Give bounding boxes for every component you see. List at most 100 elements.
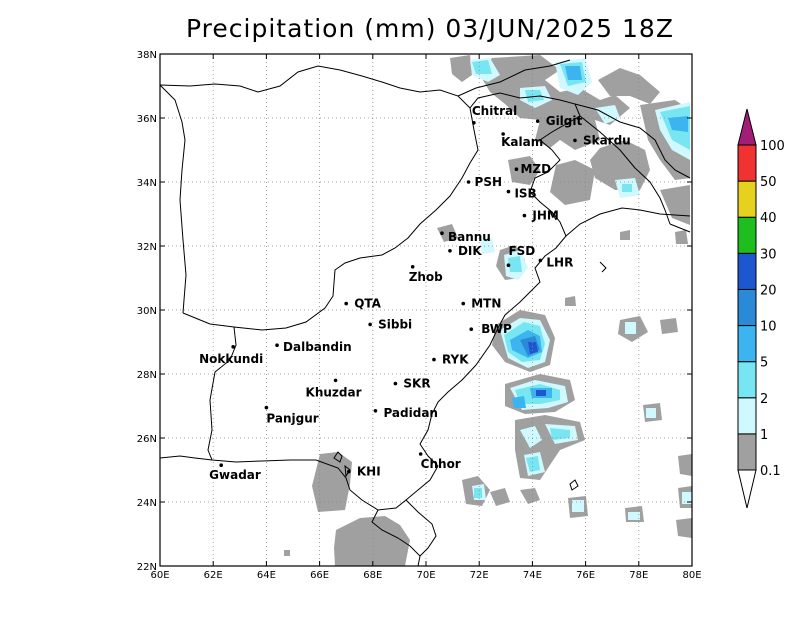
lat-tick-label: 32N	[137, 242, 157, 253]
colorbar-swatch	[737, 397, 757, 435]
city-label: BWP	[481, 322, 512, 336]
lat-tick-label: 24N	[137, 498, 157, 509]
lat-tick-label: 34N	[137, 178, 157, 189]
city-marker	[333, 378, 338, 383]
colorbar-label: 2	[760, 392, 768, 407]
city-marker	[506, 263, 511, 268]
city-label: Bannu	[448, 230, 491, 244]
city-label: FSD	[508, 244, 535, 258]
precip-dark-areas	[528, 342, 546, 396]
city-label: Panjgur	[266, 412, 318, 426]
city-marker	[472, 121, 476, 125]
lon-tick-label: 68E	[363, 570, 382, 581]
colorbar-swatch	[737, 216, 757, 254]
city-marker	[466, 180, 471, 184]
city-marker	[219, 463, 223, 468]
lon-tick-label: 76E	[576, 570, 595, 581]
city-label: Nokkundi	[199, 352, 263, 366]
city-label: JHM	[531, 209, 558, 223]
colorbar-label: 100	[760, 139, 785, 154]
city-marker	[535, 119, 540, 123]
city-marker	[347, 469, 351, 474]
lon-tick-label: 64E	[257, 570, 276, 581]
colorbar-label: 0.1	[760, 464, 781, 479]
lon-tick-label: 80E	[682, 570, 701, 581]
colorbar-swatch	[737, 288, 757, 327]
city-label: Padidan	[383, 406, 438, 420]
lat-tick-label: 28N	[137, 370, 157, 381]
city-label: Sibbi	[378, 317, 412, 331]
city-label: KHI	[357, 465, 381, 479]
map-gridlines	[160, 54, 692, 566]
city-marker	[469, 327, 474, 332]
city-label: ISB	[514, 187, 536, 201]
city-marker	[432, 357, 436, 362]
city-label: Dalbandin	[283, 340, 352, 354]
lon-tick-label: 66E	[310, 570, 329, 581]
city-label: Skardu	[583, 133, 631, 147]
city-marker	[410, 265, 415, 269]
colorbar-swatch	[737, 180, 757, 218]
map-title: Precipitation (mm) 03/JUN/2025 18Z	[186, 14, 674, 43]
axis-ticks: 60E 62E 64E 66E 68E 70E 72E 74E 76E 78E 80E 22N 24N 2…	[137, 50, 702, 581]
colorbar-swatch	[737, 325, 757, 363]
city-label: PSH	[475, 175, 502, 189]
city-marker	[344, 301, 349, 306]
colorbar: 0.1 1 2 5 10 20 30 40 50 100	[737, 108, 785, 509]
city-label: MZD	[520, 162, 551, 176]
lat-tick-label: 38N	[137, 50, 157, 61]
city-marker	[522, 213, 527, 218]
city-marker	[501, 132, 505, 136]
city-marker	[440, 231, 444, 235]
lat-tick-label: 36N	[137, 114, 157, 125]
city-label: Kalam	[501, 135, 543, 149]
colorbar-top-arrow	[737, 108, 757, 146]
city-marker	[231, 345, 235, 349]
colorbar-bottom-arrow	[737, 469, 757, 509]
city-label: DIK	[458, 244, 482, 258]
lon-tick-label: 74E	[523, 570, 542, 581]
lat-tick-label: 22N	[137, 562, 157, 573]
city-marker	[393, 381, 398, 386]
city-marker	[573, 138, 577, 143]
lon-tick-label: 70E	[416, 570, 435, 581]
lon-tick-label: 72E	[470, 570, 489, 581]
city-marker	[368, 322, 372, 327]
colorbar-swatch	[737, 252, 757, 290]
lon-tick-label: 62E	[204, 570, 223, 581]
colorbar-swatch	[737, 433, 757, 471]
city-marker	[461, 301, 466, 306]
city-label: Chhor	[421, 457, 461, 471]
country-boundaries	[160, 59, 691, 566]
city-label: QTA	[354, 297, 381, 311]
colorbar-label: 30	[760, 247, 777, 262]
lon-tick-label: 60E	[150, 570, 169, 581]
city-marker	[373, 409, 378, 413]
city-label: RYK	[442, 353, 469, 367]
city-label: Chitral	[472, 104, 517, 118]
colorbar-label: 40	[760, 211, 777, 226]
colorbar-swatch	[737, 361, 757, 399]
colorbar-label: 50	[760, 175, 777, 190]
lat-tick-label: 26N	[137, 434, 157, 445]
colorbar-label: 1	[760, 428, 768, 443]
colorbar-label: 5	[760, 356, 768, 371]
city-label: Gilgit	[546, 114, 583, 128]
city-marker	[264, 405, 269, 410]
city-marker	[418, 452, 423, 456]
city-marker	[538, 258, 543, 263]
lon-tick-label: 78E	[629, 570, 648, 581]
city-marker	[506, 189, 511, 194]
colorbar-label: 10	[760, 320, 777, 335]
city-label: LHR	[546, 255, 573, 269]
city-label: MTN	[471, 297, 501, 311]
lat-tick-label: 30N	[137, 306, 157, 317]
city-label: Zhob	[409, 270, 443, 284]
city-label: Gwadar	[209, 468, 261, 482]
colorbar-label: 20	[760, 283, 777, 298]
city-label: SKR	[403, 377, 430, 391]
city-marker	[448, 249, 452, 253]
city-marker	[275, 343, 279, 348]
